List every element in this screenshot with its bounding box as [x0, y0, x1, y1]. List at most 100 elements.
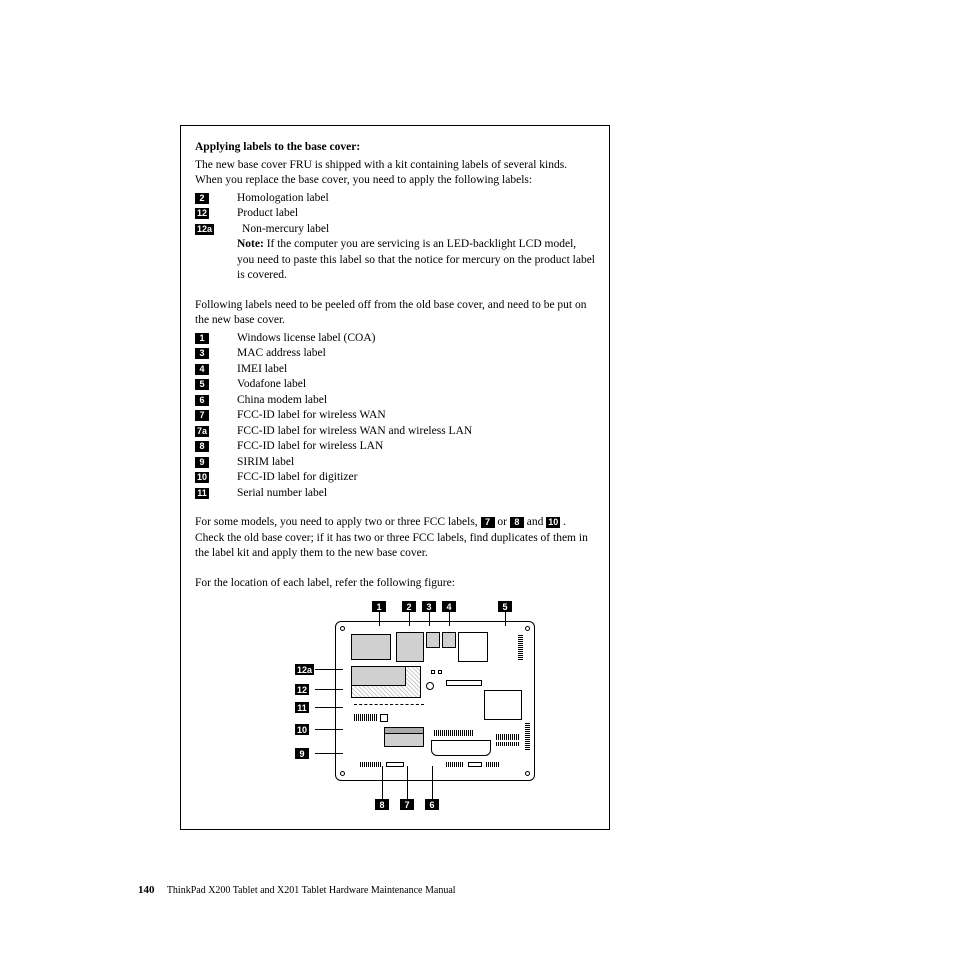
label-text: Non-mercury label: [218, 222, 595, 238]
label-text: Homologation label: [213, 191, 595, 207]
label-row: 7FCC-ID label for wireless WAN: [195, 408, 595, 424]
footer-title: ThinkPad X200 Tablet and X201 Tablet Har…: [167, 885, 456, 896]
barcode-icon: [446, 762, 464, 767]
intro-text: The new base cover FRU is shipped with a…: [195, 158, 595, 189]
number-badge: 12a: [195, 224, 214, 235]
number-badge: 11: [195, 488, 209, 499]
number-badge: 12: [195, 208, 209, 219]
number-badge: 9: [195, 457, 209, 468]
callout-badge: 2: [402, 601, 416, 612]
barcode-icon: [496, 734, 520, 740]
battery-bay: [431, 740, 491, 756]
label-text: Windows license label (COA): [213, 331, 595, 347]
leader-line: [315, 753, 343, 754]
callout-badge: 6: [425, 799, 439, 810]
callout-badge: 1: [372, 601, 386, 612]
sirim-area: [380, 714, 388, 722]
badge-inline: 8: [510, 517, 524, 528]
fcc-text: For some models, you need to apply two o…: [195, 516, 481, 528]
barcode-icon: [434, 730, 474, 736]
leader-line: [429, 612, 430, 626]
leader-line: [315, 707, 343, 708]
leader-line: [407, 766, 408, 799]
section-heading: Applying labels to the base cover:: [195, 140, 595, 156]
connector: [446, 680, 482, 686]
barcode-icon: [360, 762, 382, 767]
callout-badge: 3: [422, 601, 436, 612]
fcc-para: For some models, you need to apply two o…: [195, 515, 595, 562]
serial-barcode: [354, 714, 378, 721]
homologation-area: [396, 632, 424, 662]
fcc-wan: [384, 727, 424, 734]
callout-badge: 10: [295, 724, 309, 735]
label-row: 10 FCC-ID label for digitizer: [195, 470, 595, 486]
label-row: 4 IMEI label: [195, 362, 595, 378]
label-text: IMEI label: [213, 362, 595, 378]
blank-area: [458, 632, 488, 662]
coa-label-area: [351, 634, 391, 660]
leader-line: [315, 729, 343, 730]
label-text: Vodafone label: [213, 377, 595, 393]
leader-line: [315, 669, 343, 670]
label-text: MAC address label: [213, 346, 595, 362]
number-badge: 2: [195, 193, 209, 204]
hole: [426, 682, 434, 690]
number-badge: 3: [195, 348, 209, 359]
number-badge: 8: [195, 441, 209, 452]
board-outline: [335, 621, 535, 781]
screw-hole: [340, 626, 345, 631]
number-badge: 1: [195, 333, 209, 344]
label-row: 6 China modem label: [195, 393, 595, 409]
separator: [354, 704, 424, 705]
label-text: Product label: [213, 206, 595, 222]
label-row: 12a Non-mercury label: [195, 222, 595, 238]
callout-badge: 4: [442, 601, 456, 612]
callout-badge: 5: [498, 601, 512, 612]
screw-hole: [340, 771, 345, 776]
label-text: Serial number label: [213, 486, 595, 502]
label-row: 12 Product label: [195, 206, 595, 222]
barcode-icon: [518, 634, 523, 660]
callout-badge: 11: [295, 702, 309, 713]
fcc-text: or: [497, 516, 509, 528]
barcode-icon: [486, 762, 500, 767]
label-row: 9 SIRIM label: [195, 455, 595, 471]
screw-hole: [525, 626, 530, 631]
number-badge: 7a: [195, 426, 209, 437]
label-row: 5Vodafone label: [195, 377, 595, 393]
label-row: 2 Homologation label: [195, 191, 595, 207]
barcode-icon: [496, 742, 520, 746]
label-row: 3 MAC address label: [195, 346, 595, 362]
label-text: China modem label: [213, 393, 595, 409]
figure-note: For the location of each label, refer th…: [195, 576, 595, 592]
label-row: 1 Windows license label (COA): [195, 331, 595, 347]
mac-area: [426, 632, 440, 648]
callout-badge: 12: [295, 684, 309, 695]
callout-badge: 8: [375, 799, 389, 810]
label-text: SIRIM label: [213, 455, 595, 471]
number-badge: 10: [195, 472, 209, 483]
slot-small: [468, 762, 482, 767]
slot-small: [386, 762, 404, 767]
number-badge: 4: [195, 364, 209, 375]
non-mercury-area: [351, 666, 406, 686]
leader-line: [432, 766, 433, 799]
peel-para: Following labels need to be peeled off f…: [195, 298, 595, 329]
label-row: 8FCC-ID label for wireless LAN: [195, 439, 595, 455]
badge-inline: 7: [481, 517, 495, 528]
leader-line: [379, 612, 380, 626]
apply-labels-list: 2 Homologation label 12 Product label 12a Non…: [195, 191, 595, 284]
badge-inline: 10: [546, 517, 560, 528]
leader-line: [449, 612, 450, 626]
callout-badge: 7: [400, 799, 414, 810]
number-badge: 6: [195, 395, 209, 406]
callout-badge: 9: [295, 748, 309, 759]
screw-hole: [525, 771, 530, 776]
fcc-text: and: [527, 516, 546, 528]
leader-line: [382, 766, 383, 799]
label-text: FCC-ID label for wireless WAN: [213, 408, 595, 424]
label-text: FCC-ID label for digitizer: [213, 470, 595, 486]
page-footer: 140 ThinkPad X200 Tablet and X201 Tablet…: [138, 884, 456, 896]
leader-line: [505, 612, 506, 626]
page-number: 140: [138, 884, 155, 896]
